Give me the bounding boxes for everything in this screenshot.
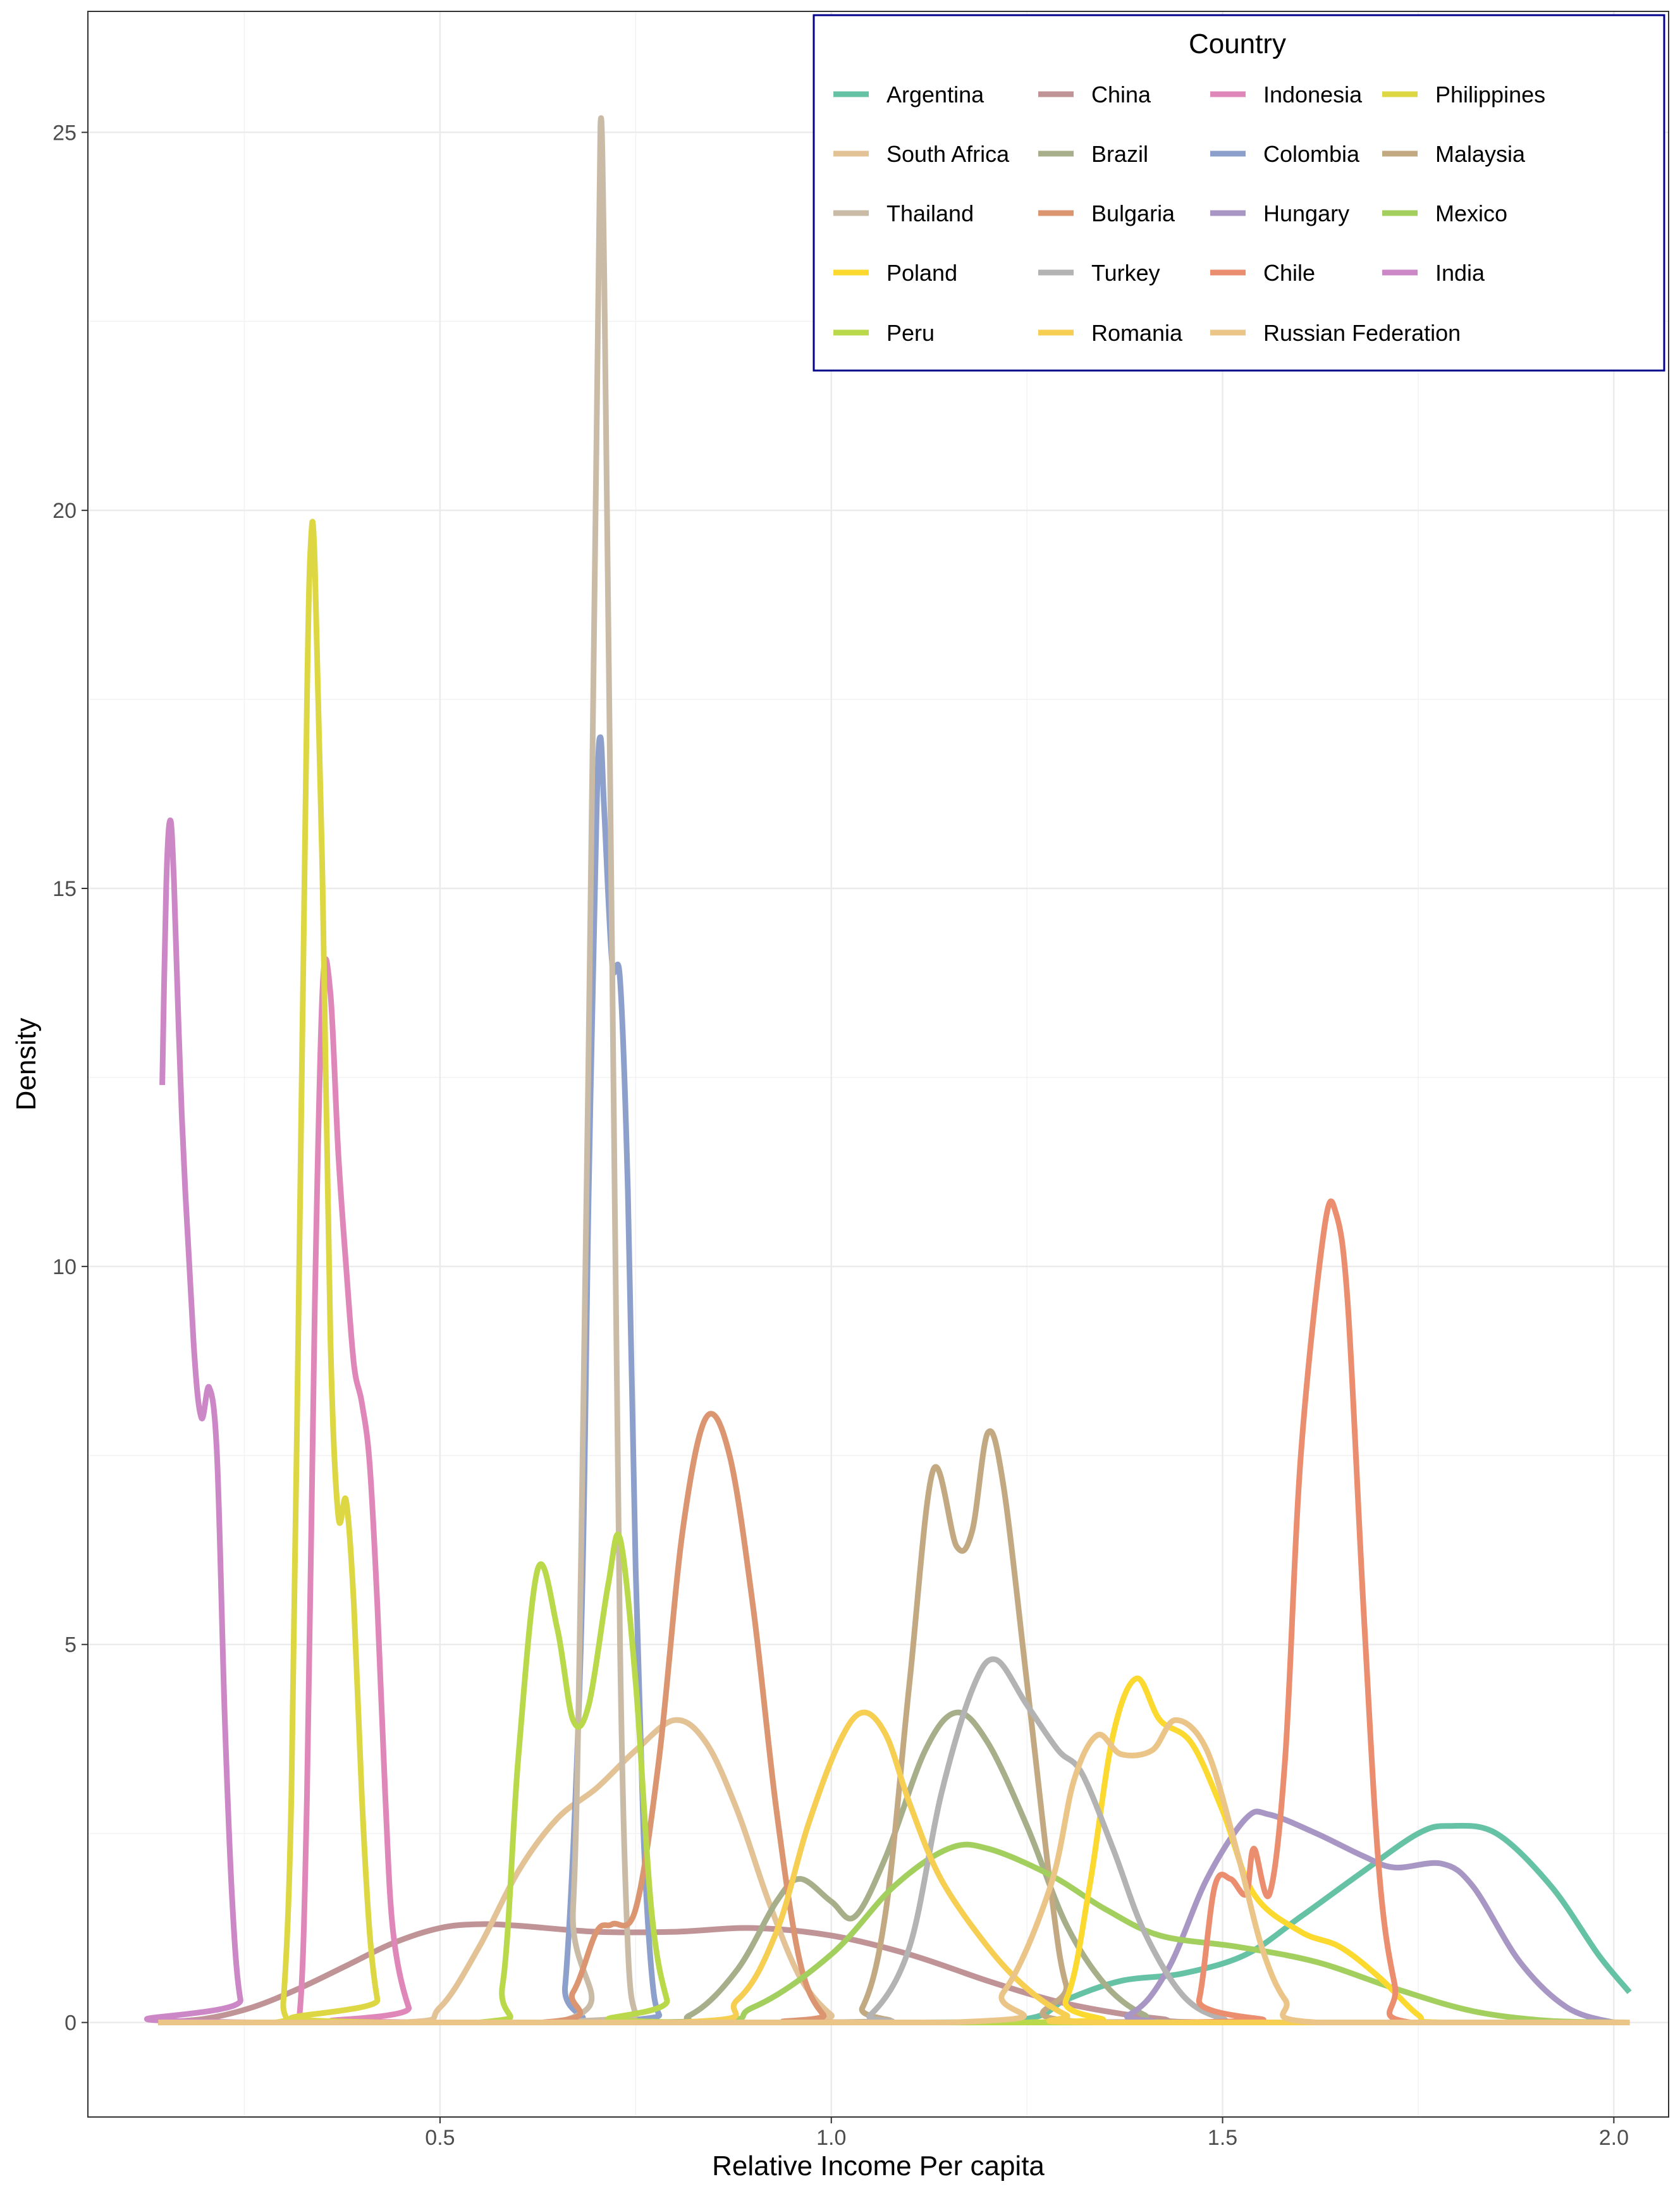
legend-label-turkey: Turkey xyxy=(1091,260,1160,286)
y-tick-label: 25 xyxy=(52,121,77,145)
x-tick-labels: 0.5 1.0 1.5 2.0 xyxy=(425,2126,1629,2150)
legend-label-thailand: Thailand xyxy=(886,200,974,226)
series-line-romania xyxy=(158,1709,1630,2026)
y-tick-labels: 0 5 10 15 20 25 xyxy=(52,121,77,2035)
legend-label-philippines: Philippines xyxy=(1435,82,1545,107)
y-tick-label: 20 xyxy=(52,499,77,523)
legend-label-russian-federation: Russian Federation xyxy=(1263,320,1461,346)
legend-items: Argentina China Indonesia Philippines South … xyxy=(833,82,1545,346)
y-axis-title: Density xyxy=(11,1018,42,1111)
y-tick-label: 5 xyxy=(64,1633,77,1657)
legend-label-mexico: Mexico xyxy=(1435,200,1507,226)
plot-panel-border xyxy=(87,11,1669,2118)
series-line-chile xyxy=(158,1198,1630,2026)
y-tick-label: 10 xyxy=(52,1255,77,1279)
legend-box xyxy=(812,14,1665,372)
x-tick-label: 2.0 xyxy=(1599,2126,1629,2150)
series-line-russian-federation xyxy=(158,1717,1630,2026)
legend-label-india: India xyxy=(1435,260,1485,286)
legend-title: Country xyxy=(1189,28,1286,59)
x-tick-label: 0.5 xyxy=(425,2126,455,2150)
legend-label-peru: Peru xyxy=(886,320,935,346)
legend-label-chile: Chile xyxy=(1263,260,1315,286)
legend-label-poland: Poland xyxy=(886,260,957,286)
legend-label-romania: Romania xyxy=(1091,320,1183,346)
legend-label-malaysia: Malaysia xyxy=(1435,141,1526,167)
y-tick-label: 15 xyxy=(52,877,77,901)
legend-label-indonesia: Indonesia xyxy=(1263,82,1363,107)
legend: Country Argentina China Indonesia Philippin… xyxy=(812,14,1665,372)
legend-label-brazil: Brazil xyxy=(1091,141,1148,167)
series-line-philippines xyxy=(158,519,1630,2026)
legend-label-colombia: Colombia xyxy=(1263,141,1360,167)
legend-label-bulgaria: Bulgaria xyxy=(1091,200,1175,226)
y-tick-label: 0 xyxy=(64,2011,77,2035)
x-axis-title: Relative Income Per capita xyxy=(712,2151,1045,2182)
axis-ticks xyxy=(82,132,1615,2123)
legend-label-south-africa: South Africa xyxy=(886,141,1010,167)
x-tick-label: 1.5 xyxy=(1208,2126,1237,2150)
legend-label-hungary: Hungary xyxy=(1263,200,1349,226)
legend-label-china: China xyxy=(1091,82,1151,107)
x-tick-label: 1.0 xyxy=(816,2126,846,2150)
series-lines xyxy=(144,115,1632,2026)
legend-label-argentina: Argentina xyxy=(886,82,984,107)
